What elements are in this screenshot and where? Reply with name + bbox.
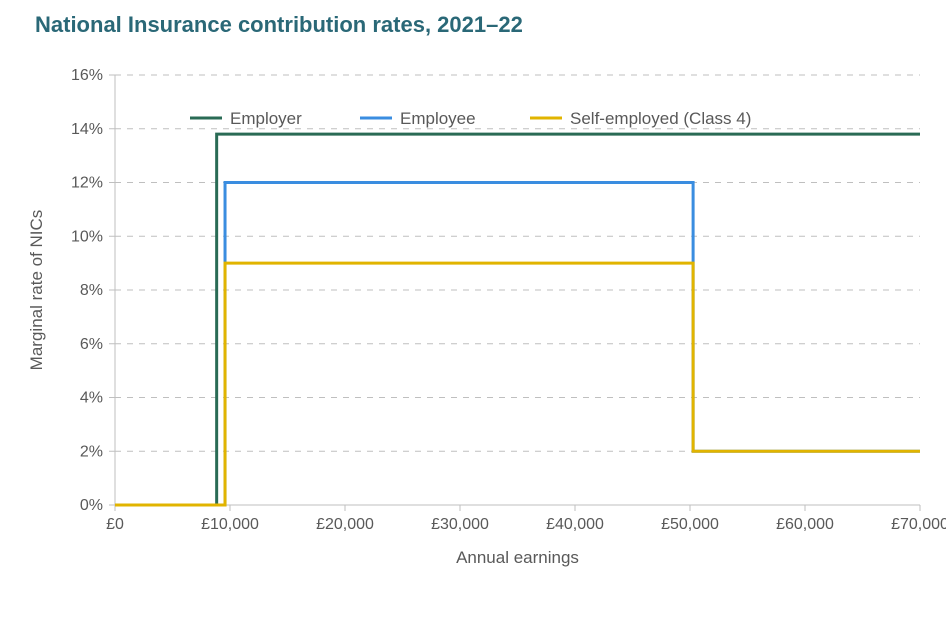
nic-chart: £0 £10,000 £20,000 £30,000 £40,000 £50,000 £60…: [0, 0, 946, 625]
series-line: [115, 134, 920, 505]
legend-label: Employee: [400, 109, 476, 128]
x-tick-label: £70,000: [891, 516, 946, 533]
x-tick-label: £10,000: [201, 516, 259, 533]
y-axis-label: Marginal rate of NICs: [27, 210, 46, 371]
x-tick-label: £50,000: [661, 516, 719, 533]
series-line: [115, 263, 920, 505]
legend-label: Self-employed (Class 4): [570, 109, 751, 128]
x-ticks: £0 £10,000 £20,000 £30,000 £40,000 £50,000 £60…: [106, 505, 946, 533]
y-tick-label: 10%: [71, 228, 103, 245]
x-tick-label: £0: [106, 516, 124, 533]
y-tick-label: 0%: [80, 497, 103, 514]
legend: Employer Employee Self-employed (Class 4): [190, 109, 751, 128]
x-tick-label: £60,000: [776, 516, 834, 533]
y-tick-label: 14%: [71, 121, 103, 138]
legend-label: Employer: [230, 109, 302, 128]
y-tick-label: 12%: [71, 175, 103, 192]
series-lines: [115, 134, 920, 505]
y-ticks: 0% 2% 4% 6% 8% 10% 12% 14% 16%: [71, 67, 115, 514]
x-axis-label: Annual earnings: [456, 548, 579, 567]
y-tick-label: 2%: [80, 443, 103, 460]
y-tick-label: 4%: [80, 390, 103, 407]
x-tick-label: £30,000: [431, 516, 489, 533]
y-tick-label: 8%: [80, 282, 103, 299]
y-tick-label: 6%: [80, 336, 103, 353]
x-tick-label: £20,000: [316, 516, 374, 533]
x-tick-label: £40,000: [546, 516, 604, 533]
y-tick-label: 16%: [71, 67, 103, 84]
